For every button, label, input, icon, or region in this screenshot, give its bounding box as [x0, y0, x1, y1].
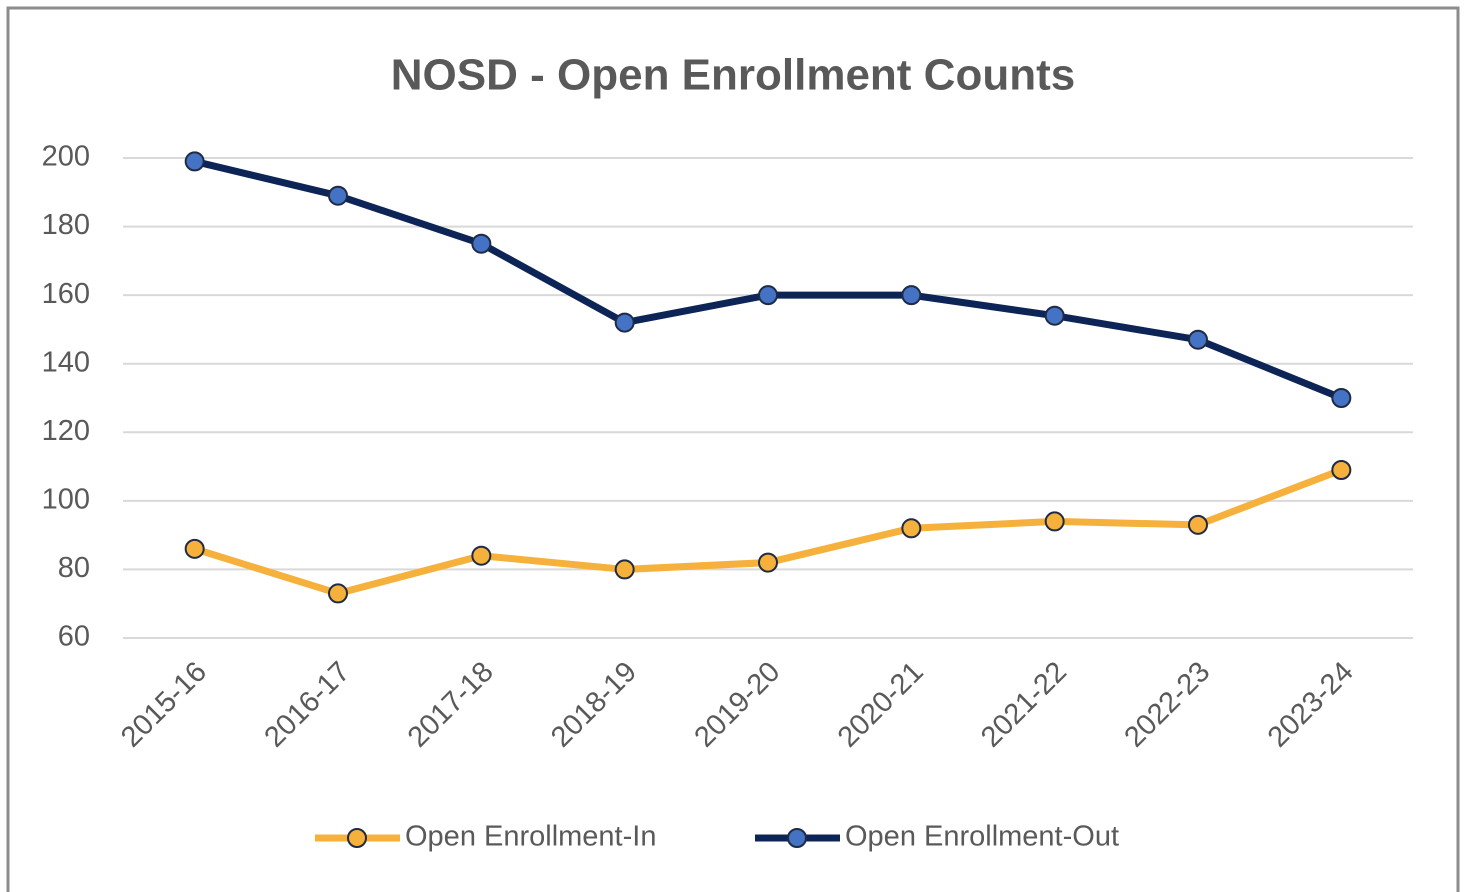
data-point: [184, 538, 205, 559]
data-point: [328, 583, 348, 604]
y-tick-label: 80: [58, 552, 90, 584]
data-point: [1188, 514, 1208, 535]
legend-marker: [787, 828, 807, 848]
data-point: [758, 285, 778, 306]
data-point: [471, 233, 492, 254]
data-point: [1331, 460, 1352, 480]
chart-border: [6, 6, 1460, 892]
data-point: [1044, 305, 1065, 326]
data-point: [1188, 329, 1208, 350]
data-point: [901, 518, 922, 539]
data-point: [1331, 388, 1352, 408]
data-point: [184, 151, 205, 172]
data-point: [328, 185, 348, 206]
data-point: [901, 285, 922, 306]
y-tick-label: 120: [42, 415, 90, 447]
legend-label: Open Enrollment-Out: [845, 821, 1119, 853]
y-tick-label: 100: [42, 484, 90, 516]
y-tick-label: 140: [42, 346, 90, 378]
chart-title: NOSD - Open Enrollment Counts: [391, 51, 1075, 100]
data-point: [614, 559, 635, 580]
data-point: [1044, 511, 1065, 532]
data-point: [614, 312, 635, 333]
legend-label: Open Enrollment-In: [405, 821, 656, 853]
y-tick-label: 200: [42, 141, 90, 173]
y-tick-label: 60: [58, 621, 90, 653]
y-tick-label: 180: [42, 209, 90, 241]
data-point: [758, 552, 778, 573]
data-point: [471, 545, 492, 566]
legend-marker: [347, 828, 367, 848]
y-tick-label: 160: [42, 278, 90, 310]
